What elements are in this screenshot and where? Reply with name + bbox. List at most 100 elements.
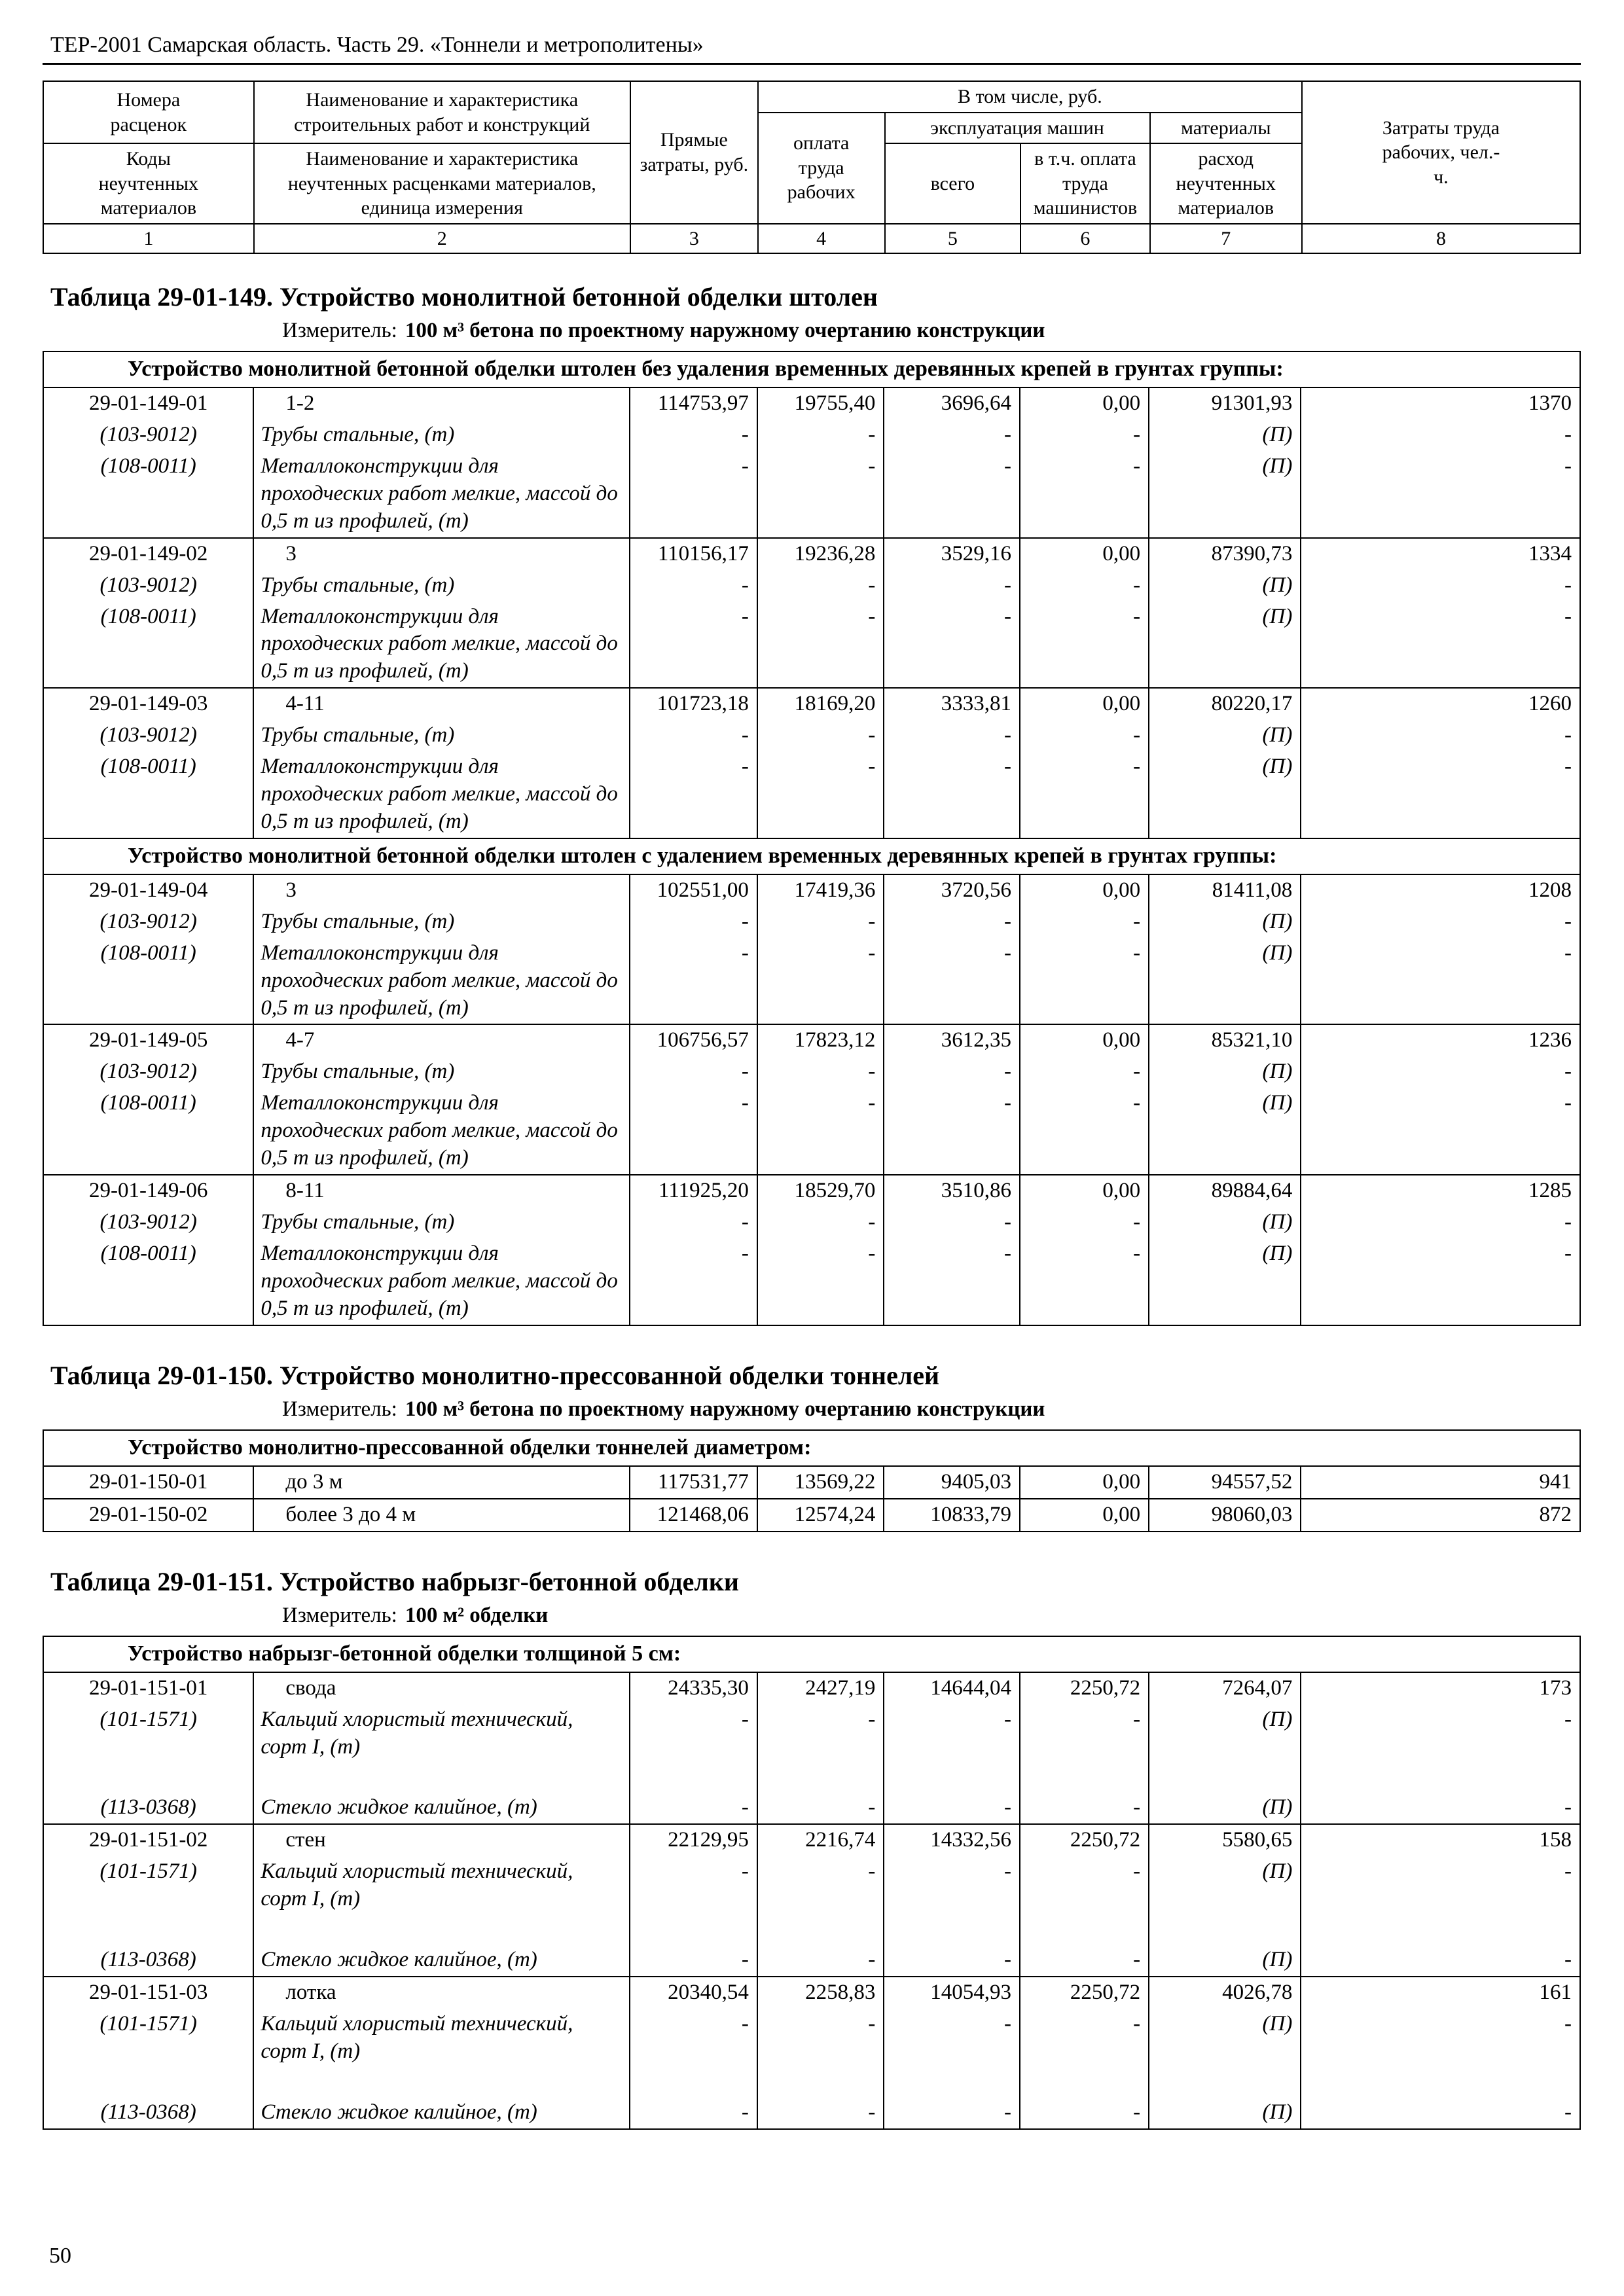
value-cell: 941 [1539,1469,1572,1494]
value-cell: 2258,83 [758,1977,885,2009]
header-works-name: Наименование и характеристика строительн… [253,81,631,144]
value-cell: - [884,720,1020,752]
value-cell: 87390,73 [1149,538,1302,570]
name-cell: Трубы стальные, (т) [254,906,631,938]
value-cell: - [758,1238,885,1325]
value-cell: 2216,74 [758,1825,885,1857]
value-cell: - [758,1915,885,1976]
value-cell: - [630,1206,758,1238]
measure-label: Измеритель: [282,319,397,342]
value-cell: 12574,24 [758,1499,885,1531]
value-cell: (П) [1149,751,1302,838]
value-cell: 7264,07 [1149,1672,1302,1704]
value-cell: - [1564,909,1572,933]
rate-group: 29-01-151-02 стен 22129,95 2216,74 14332,56 2… [44,1823,1579,1976]
value-cell: - [1020,420,1150,451]
value-cell: - [1564,1859,1572,1884]
value-cell: - [884,601,1020,688]
value-cell: 9405,03 [884,1466,1020,1498]
header-direct-costs: Прямые затраты, руб. [629,81,759,224]
code-cell: 29-01-151-03 [44,1977,255,2009]
value-cell: - [1020,569,1150,601]
value-cell: 3510,86 [884,1175,1020,1207]
header-material-codes-text: Коды неучтенных материалов [98,148,199,219]
code-cell: (103-9012) [44,906,255,938]
measure-value: 100 м² обделки [405,1603,549,1627]
value-cell: - [884,1056,1020,1088]
rate-group: 29-01-149-02 3 110156,17 19236,28 3529,16 0,0… [44,537,1579,688]
measure-label: Измеритель: [282,1603,397,1627]
value-cell: - [884,1088,1020,1174]
value-cell: (П) [1149,1056,1302,1088]
value-cell: (П) [1149,1763,1302,1824]
value-cell: - [884,906,1020,938]
name-cell: Металлоконструкции для проходческих рабо… [254,450,631,537]
value-cell: - [1020,906,1150,938]
measure-line: Измеритель: 100 м² обделки [43,1604,1581,1628]
column-number-1: 1 [43,223,255,254]
name-cell: 8-11 [254,1175,631,1207]
value-cell: 0,00 [1020,1466,1150,1498]
name-cell: Трубы стальные, (т) [254,1206,631,1238]
rate-table: Устройство набрызг-бетонной обделки толщ… [43,1635,1581,2130]
code-cell: (113-0368) [44,2067,255,2128]
name-cell: Трубы стальные, (т) [254,420,631,451]
value-cell: - [1564,755,1572,779]
value-cell: - [630,1704,758,1763]
header-machinists-pay: в т.ч. оплата труда машинистов [1020,143,1151,224]
value-cell: (П) [1149,2067,1302,2128]
code-cell: (108-0011) [44,1238,255,1325]
rate-table: Устройство монолитной бетонной обделки ш… [43,351,1581,1326]
value-cell: - [758,1704,885,1763]
name-cell: Трубы стальные, (т) [254,569,631,601]
rate-table: Устройство монолитно-прессованной обделк… [43,1429,1581,1532]
code-cell: (108-0011) [44,937,255,1024]
value-cell: 20340,54 [630,1977,758,2009]
value-cell: 98060,03 [1149,1499,1302,1531]
table-title: Таблица 29-01-149. Устройство монолитной… [50,282,878,312]
value-cell: 22129,95 [630,1825,758,1857]
code-cell: (103-9012) [44,1206,255,1238]
column-number-3: 3 [629,223,759,254]
code-cell: 29-01-149-02 [44,538,255,570]
value-cell: - [1564,423,1572,447]
value-cell: - [884,420,1020,451]
value-cell: 19236,28 [758,538,885,570]
name-cell: стен [254,1825,631,1857]
header-rates-numbers-text: Номера расценок [110,89,187,135]
value-cell: 0,00 [1020,1175,1150,1207]
value-cell: (П) [1149,1088,1302,1174]
value-cell: - [630,1915,758,1976]
value-cell: - [758,601,885,688]
value-cell: 3612,35 [884,1025,1020,1057]
value-cell: 17419,36 [758,874,885,906]
column-number-7: 7 [1149,223,1303,254]
value-cell: 1236 [1528,1028,1572,1052]
code-cell: 29-01-149-01 [44,388,255,420]
value-cell: - [758,1056,885,1088]
column-number-2: 2 [253,223,631,254]
value-cell: - [884,569,1020,601]
document-header-text: ТЕР-2001 Самарская область. Часть 29. «Т… [50,33,704,57]
value-cell: - [758,906,885,938]
value-cell: - [1564,573,1572,597]
value-cell: 80220,17 [1149,689,1302,721]
rate-group: 29-01-149-04 3 102551,00 17419,36 3720,56 0,0… [44,873,1579,1024]
value-cell: - [1020,751,1150,838]
value-cell: - [758,937,885,1024]
value-cell: (П) [1149,1238,1302,1325]
value-cell: - [630,720,758,752]
value-cell: 85321,10 [1149,1025,1302,1057]
value-cell: - [884,1915,1020,1976]
value-cell: - [1564,604,1572,628]
header-labor-costs-text: Затраты труда рабочих, чел.-ч. [1382,117,1500,188]
value-cell: - [1020,1856,1150,1916]
code-cell: (108-0011) [44,1088,255,1174]
value-cell: (П) [1149,2008,1302,2068]
value-cell: - [884,2067,1020,2128]
code-cell: (103-9012) [44,420,255,451]
value-cell: - [630,1056,758,1088]
value-cell: 2250,72 [1020,1672,1150,1704]
code-cell: (103-9012) [44,1056,255,1088]
